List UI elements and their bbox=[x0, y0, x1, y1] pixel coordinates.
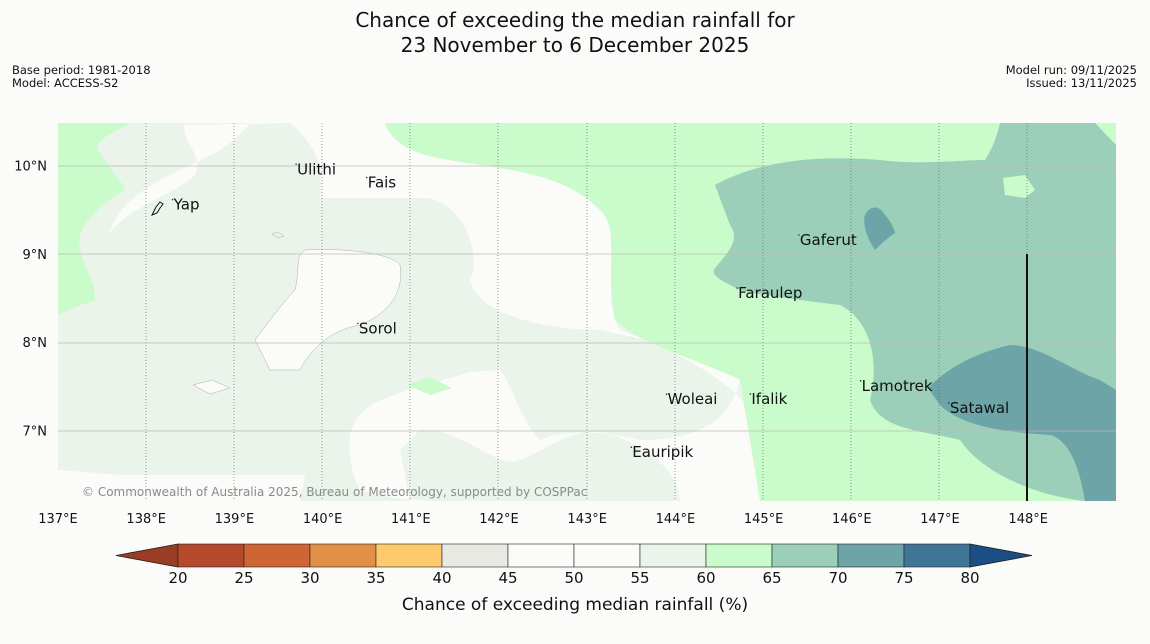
colorbar-tick-label: 75 bbox=[894, 569, 913, 587]
colorbar-title: Chance of exceeding median rainfall (%) bbox=[402, 595, 748, 615]
place-marker bbox=[859, 380, 862, 382]
colorbar-tick-label: 40 bbox=[432, 569, 451, 587]
colorbar-bin bbox=[573, 543, 641, 568]
longitude-label: 141°E bbox=[391, 512, 431, 527]
colorbar-bin bbox=[441, 543, 509, 568]
colorbar-bin bbox=[705, 543, 773, 568]
issued-date: Issued: 13/11/2025 bbox=[1026, 76, 1137, 90]
place-marker bbox=[295, 163, 297, 166]
place-marker bbox=[365, 176, 368, 179]
latitude-label: 7°N bbox=[23, 425, 48, 440]
colorbar-tick-label: 60 bbox=[696, 569, 715, 587]
place-marker bbox=[630, 446, 633, 448]
place-label: Ifalik bbox=[751, 390, 787, 408]
longitude-label: 140°E bbox=[303, 512, 343, 527]
colorbar-bin bbox=[639, 543, 707, 568]
colorbar-tick-label: 35 bbox=[366, 569, 385, 587]
place-label: Yap bbox=[173, 196, 200, 214]
colorbar-tick-label: 45 bbox=[498, 569, 517, 587]
colorbar-tick-label: 55 bbox=[630, 569, 649, 587]
colorbar-bin bbox=[177, 543, 245, 568]
longitude-label: 139°E bbox=[215, 512, 255, 527]
colorbar-bin bbox=[375, 543, 443, 568]
map-title: Chance of exceeding the median rainfall … bbox=[0, 8, 1150, 58]
yap-island bbox=[150, 201, 164, 216]
place-marker bbox=[665, 393, 668, 395]
contour-dot bbox=[271, 231, 285, 239]
colorbar-bin bbox=[837, 543, 905, 568]
place-label: Eauripik bbox=[632, 443, 693, 461]
place-labels: Yap Ulithi Fais Gaferut Faraulep Sorol Lamotre… bbox=[171, 160, 1009, 461]
colorbar-under-arrow bbox=[115, 543, 179, 568]
longitude-label: 137°E bbox=[38, 512, 78, 527]
region-45-55-core bbox=[58, 123, 760, 501]
colorbar-tick-label: 25 bbox=[234, 569, 253, 587]
place-label: Satawal bbox=[950, 399, 1009, 417]
place-label: Fais bbox=[368, 174, 397, 192]
title-line-2: 23 November to 6 December 2025 bbox=[400, 33, 750, 57]
longitude-label: 146°E bbox=[832, 512, 872, 527]
base-period: Base period: 1981-2018 bbox=[12, 63, 151, 77]
longitude-label: 143°E bbox=[567, 512, 607, 527]
place-marker bbox=[357, 322, 359, 325]
latitude-axis: 10°N 9°N 8°N 7°N bbox=[14, 159, 47, 439]
colorbar-bin bbox=[243, 543, 311, 568]
colorbar-tick-label: 65 bbox=[762, 569, 781, 587]
region-45-55-islet bbox=[192, 379, 231, 395]
place-label: Lamotrek bbox=[862, 377, 933, 395]
longitude-label: 144°E bbox=[656, 512, 696, 527]
copyright-notice: © Commonwealth of Australia 2025, Bureau… bbox=[82, 485, 587, 499]
latitude-label: 9°N bbox=[23, 248, 48, 263]
region-70-75-north bbox=[864, 207, 895, 250]
place-label: Gaferut bbox=[800, 231, 857, 249]
place-label: Ulithi bbox=[297, 160, 336, 178]
longitude-label: 147°E bbox=[920, 512, 960, 527]
colorbar-bin bbox=[507, 543, 575, 568]
region-45-55-inner bbox=[254, 249, 401, 371]
colorbar-tick-label: 80 bbox=[960, 569, 979, 587]
place-marker bbox=[171, 198, 174, 201]
colorbar-over-arrow bbox=[969, 543, 1033, 568]
colorbar-tick-label: 30 bbox=[300, 569, 319, 587]
longitude-label: 145°E bbox=[744, 512, 784, 527]
place-label: Woleai bbox=[668, 390, 718, 408]
place-marker bbox=[749, 393, 752, 395]
grid-lines bbox=[58, 123, 1116, 501]
yap-island-outline bbox=[150, 201, 164, 216]
longitude-label: 138°E bbox=[126, 512, 166, 527]
colorbar-tick-label: 50 bbox=[564, 569, 583, 587]
place-marker bbox=[798, 234, 800, 236]
meta-left: Base period: 1981-2018 Model: ACCESS-S2 bbox=[12, 64, 151, 90]
colorbar-tick-label: 70 bbox=[828, 569, 847, 587]
model-run: Model run: 09/11/2025 bbox=[1005, 63, 1137, 77]
colorbar-bin bbox=[309, 543, 377, 568]
region-60-65-patch bbox=[408, 377, 452, 395]
longitude-label: 142°E bbox=[479, 512, 519, 527]
region-60-65-west bbox=[58, 123, 130, 315]
region-70-75-south bbox=[928, 345, 1116, 501]
place-marker bbox=[736, 287, 738, 289]
colorbar-tick-label: 20 bbox=[168, 569, 187, 587]
latitude-label: 8°N bbox=[23, 336, 48, 351]
meta-right: Model run: 09/11/2025 Issued: 13/11/2025 bbox=[1006, 64, 1137, 90]
place-label: Sorol bbox=[359, 319, 397, 337]
longitude-label: 148°E bbox=[1008, 512, 1048, 527]
colorbar-bin bbox=[903, 543, 971, 568]
title-line-1: Chance of exceeding the median rainfall … bbox=[355, 8, 795, 32]
place-label: Faraulep bbox=[738, 284, 802, 302]
longitude-axis: 137°E 138°E 139°E 140°E 141°E 142°E 143°E 144°E… bbox=[38, 512, 1048, 527]
place-marker bbox=[948, 402, 950, 404]
latitude-label: 10°N bbox=[14, 159, 47, 174]
colorbar: 20 25 30 35 40 45 50 55 60 65 70 75 80 bbox=[115, 543, 1033, 587]
colorbar-bin bbox=[771, 543, 839, 568]
model-name: Model: ACCESS-S2 bbox=[12, 76, 119, 90]
